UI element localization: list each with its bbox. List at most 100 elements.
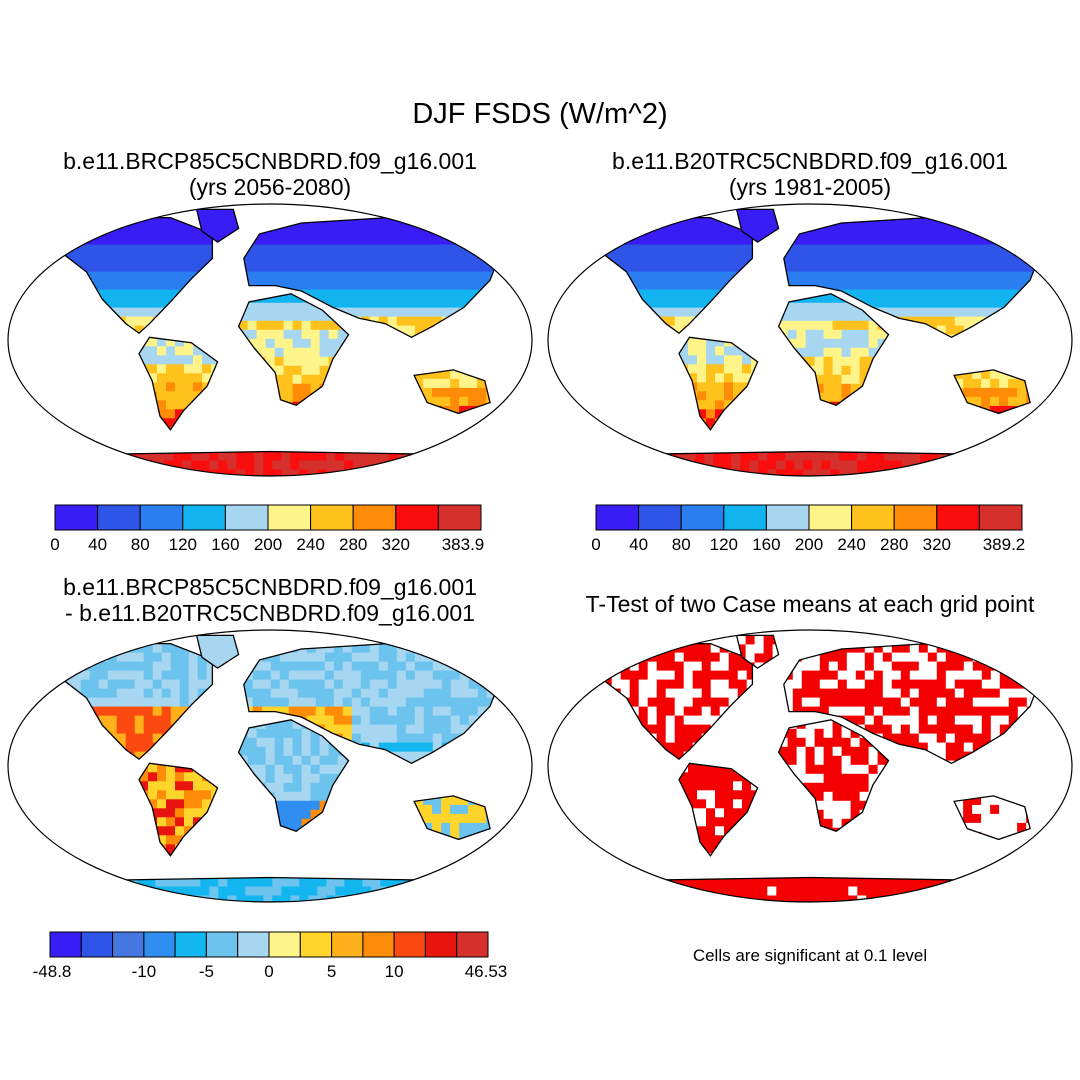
grid-cell <box>396 325 407 336</box>
grid-cell <box>704 451 714 462</box>
grid-cell <box>929 469 939 476</box>
colorbar-box <box>393 931 426 958</box>
grid-cell <box>319 764 330 775</box>
grid-cell <box>1026 244 1037 255</box>
grid-cell <box>715 826 725 836</box>
grid-cell <box>218 469 228 476</box>
grid-cell <box>214 218 225 228</box>
grid-cell <box>848 895 858 902</box>
panel-title-historical: b.e11.B20TRC5CNBDRD.f09_g16.001 (yrs 198… <box>560 148 1060 200</box>
grid-cell <box>193 364 203 374</box>
colorbar-box <box>310 504 354 531</box>
grid-cell <box>846 688 857 699</box>
grid-cell <box>166 799 176 809</box>
grid-cell <box>706 835 716 845</box>
grid-cell <box>706 418 716 428</box>
grid-cell <box>972 688 983 699</box>
coastline <box>777 293 890 407</box>
grid-cell <box>83 460 93 471</box>
grid-cell <box>792 661 803 672</box>
grid-cell <box>434 469 444 476</box>
grid-cell <box>344 451 354 462</box>
grid-cell <box>65 886 75 897</box>
grid-cell <box>432 244 443 255</box>
grid-cell <box>306 226 317 237</box>
grid-cell <box>360 733 371 744</box>
grid-cell <box>328 773 339 784</box>
grid-cell <box>704 469 714 476</box>
grid-cell <box>405 253 416 264</box>
grid-cell <box>1035 670 1041 681</box>
grid-cell <box>283 293 294 304</box>
grid-cell <box>972 661 983 672</box>
grid-cell <box>125 253 136 264</box>
grid-cell <box>44 244 55 255</box>
grid-cell <box>452 451 462 462</box>
grid-cell <box>882 244 893 255</box>
grid-cell <box>974 877 984 888</box>
grid-cell <box>736 635 747 645</box>
grid-cell <box>787 311 798 322</box>
grid-cell <box>360 280 371 291</box>
grid-cell <box>432 289 443 300</box>
grid-cell <box>719 661 730 672</box>
grid-cell <box>432 316 443 327</box>
grid-cell <box>683 289 694 300</box>
grid-cell <box>859 347 870 358</box>
grid-cell <box>342 733 353 744</box>
grid-cell <box>990 697 1001 708</box>
title-line-1: b.e11.B20TRC5CNBDRD.f09_g16.001 <box>612 148 1008 174</box>
grid-cell <box>819 697 830 708</box>
grid-cell <box>724 817 734 827</box>
grid-cell <box>981 661 992 672</box>
grid-cell <box>281 460 291 471</box>
grid-cell <box>56 895 66 902</box>
grid-cell <box>405 697 416 708</box>
grid-cell <box>837 688 848 699</box>
grid-cell <box>873 226 884 237</box>
grid-cell <box>882 697 893 708</box>
grid-cell <box>387 679 398 690</box>
grid-cell <box>841 365 852 376</box>
grid-cell <box>256 764 267 775</box>
grid-cell <box>715 835 725 845</box>
grid-cell <box>859 338 870 349</box>
grid-cell <box>152 289 163 300</box>
grid-cell <box>1028 895 1033 902</box>
grid-cell <box>706 781 716 791</box>
grid-cell <box>873 280 884 291</box>
grid-cell <box>443 877 453 888</box>
grid-cell <box>161 244 172 255</box>
grid-cell <box>461 877 471 888</box>
grid-cell <box>767 469 777 476</box>
grid-cell <box>715 382 725 392</box>
grid-cell <box>488 451 493 462</box>
grid-cell <box>1010 460 1020 471</box>
grid-cell <box>134 253 145 264</box>
grid-cell <box>823 365 834 376</box>
grid-cell <box>638 670 649 681</box>
grid-cell <box>737 253 748 264</box>
grid-cell <box>328 320 339 331</box>
grid-cell <box>850 800 861 811</box>
grid-cell <box>423 643 434 654</box>
grid-cell <box>53 643 64 654</box>
grid-cell <box>837 652 848 663</box>
grid-cell <box>265 746 276 757</box>
grid-cell <box>855 670 866 681</box>
grid-cell <box>265 320 276 331</box>
grid-cell <box>161 271 172 282</box>
grid-cell <box>274 719 285 730</box>
grid-cell <box>794 460 804 471</box>
grid-cell <box>283 818 294 829</box>
grid-cell <box>929 895 939 902</box>
grid-cell <box>416 469 426 476</box>
grid-cell <box>405 706 416 717</box>
grid-cell <box>146 895 156 902</box>
grid-cell <box>821 886 831 897</box>
grid-cell <box>83 877 93 888</box>
grid-cell <box>891 715 902 726</box>
grid-cell <box>787 737 798 748</box>
grid-cell <box>452 895 462 902</box>
grid-cell <box>459 396 469 407</box>
